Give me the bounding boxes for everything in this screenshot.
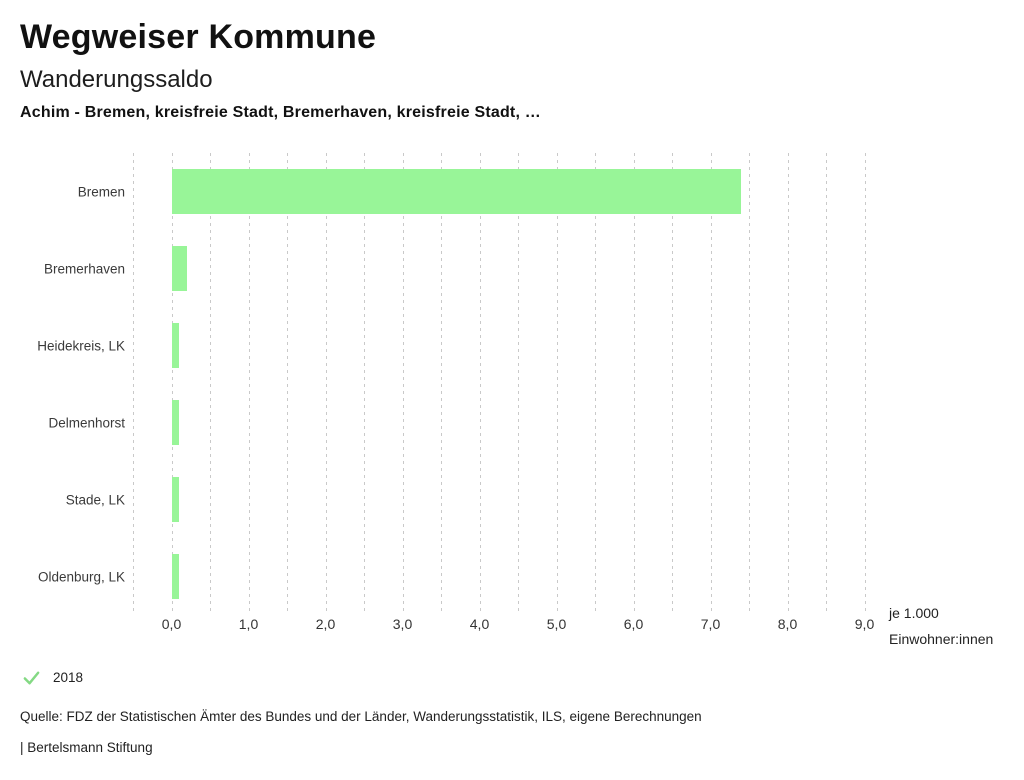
gridline [287, 153, 288, 615]
gridline [210, 153, 211, 615]
category-label: Stade, LK [65, 492, 125, 507]
x-tick-label: 7,0 [700, 616, 721, 632]
bar-oldenburg-lk[interactable] [171, 554, 180, 599]
category-label: Delmenhorst [48, 415, 125, 430]
gridline [441, 153, 442, 615]
legend-item-2018[interactable]: 2018 [22, 666, 83, 688]
x-tick-label: 2,0 [315, 616, 336, 632]
gridline [864, 153, 866, 615]
gridline [364, 153, 365, 615]
axis-unit-label: je 1.000 Einwohner:innen [889, 600, 993, 652]
plot-area [133, 153, 866, 615]
x-tick-label: 0,0 [161, 616, 182, 632]
gridline [133, 153, 134, 615]
legend-label: 2018 [53, 669, 84, 685]
category-label: Oldenburg, LK [37, 569, 125, 584]
attribution-text: | Bertelsmann Stiftung [20, 740, 153, 755]
category-label: Heidekreis, LK [37, 338, 125, 353]
gridline [749, 153, 750, 615]
x-tick-label: 5,0 [546, 616, 567, 632]
gridline [479, 153, 481, 615]
gridline [325, 153, 327, 615]
chart-subtitle: Achim - Bremen, kreisfreie Stadt, Bremer… [20, 104, 541, 121]
bar-chart: Bremen Bremerhaven Heidekreis, LK Delmenhor… [0, 153, 993, 652]
bar-delmenhorst[interactable] [171, 400, 180, 445]
x-tick-label: 4,0 [469, 616, 490, 632]
gridline [710, 153, 712, 615]
category-label: Bremerhaven [43, 261, 125, 276]
x-axis: 0,0 1,0 2,0 3,0 4,0 5,0 6,0 7,0 8,0 9,0 [133, 616, 874, 636]
x-tick-label: 1,0 [238, 616, 259, 632]
gridline [826, 153, 827, 615]
bar-bremerhaven[interactable] [171, 246, 187, 291]
category-label: Bremen [77, 184, 125, 199]
x-tick-label: 6,0 [623, 616, 644, 632]
bar-stade-lk[interactable] [171, 477, 180, 522]
chart-title: Wanderungssaldo [20, 66, 213, 93]
gridline [595, 153, 596, 615]
gridline [248, 153, 250, 615]
gridline [556, 153, 558, 615]
axis-unit-line: je 1.000 [889, 605, 939, 621]
source-text: Quelle: FDZ der Statistischen Ämter des … [20, 709, 702, 724]
y-axis-labels: Bremen Bremerhaven Heidekreis, LK Delmenhor… [0, 153, 125, 615]
check-icon [23, 671, 40, 684]
x-tick-label: 8,0 [777, 616, 798, 632]
bar-heidekreis-lk[interactable] [171, 323, 180, 368]
bar-bremen[interactable] [171, 169, 742, 214]
gridline [171, 153, 173, 615]
gridline [402, 153, 404, 615]
gridline [672, 153, 673, 615]
gridline [518, 153, 519, 615]
x-tick-label: 3,0 [392, 616, 413, 632]
gridline [787, 153, 789, 615]
gridline [633, 153, 635, 615]
app-title: Wegweiser Kommune [20, 18, 377, 56]
axis-unit-line: Einwohner:innen [889, 631, 994, 647]
x-tick-label: 9,0 [854, 616, 875, 632]
